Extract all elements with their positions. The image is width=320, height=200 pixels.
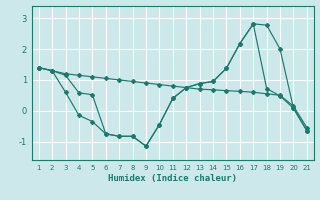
X-axis label: Humidex (Indice chaleur): Humidex (Indice chaleur)	[108, 174, 237, 183]
